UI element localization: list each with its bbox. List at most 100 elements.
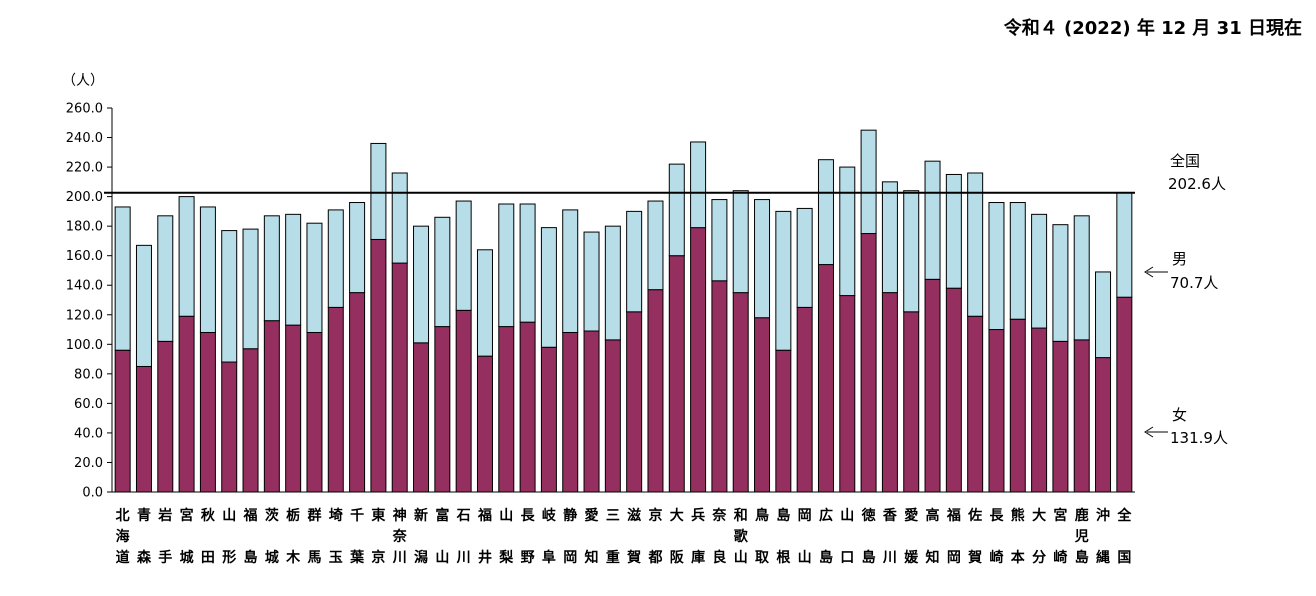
- bar-male: [817, 159, 834, 266]
- bar-male: [668, 163, 685, 257]
- x-tick-label-char: 新: [414, 507, 428, 524]
- bar-male: [988, 202, 1005, 331]
- x-tick-label-char: 山: [499, 508, 513, 524]
- x-tick-label-char: 知: [926, 549, 940, 566]
- male-annotation-value: 70.7人: [1170, 274, 1218, 292]
- x-tick-label-char: 島: [776, 507, 790, 524]
- bar-female: [540, 346, 557, 493]
- x-tick-label-char: 山: [435, 550, 449, 566]
- x-tick-label-char: 田: [201, 550, 215, 566]
- bar-male: [135, 244, 152, 367]
- bar-male: [881, 181, 898, 294]
- bar-female: [796, 306, 813, 493]
- bar-female: [327, 306, 344, 493]
- bar-male: [860, 129, 877, 235]
- x-tick-label-char: 分: [1032, 550, 1046, 566]
- x-tick-label-char: 梨: [498, 549, 514, 566]
- x-tick-label-char: 重: [606, 549, 620, 566]
- bar-female: [221, 361, 238, 493]
- bar-female: [647, 289, 664, 493]
- bar-male: [1116, 192, 1133, 298]
- x-tick-label-char: 崎: [1053, 549, 1067, 566]
- bar-female: [306, 331, 323, 493]
- bar-male: [391, 172, 408, 264]
- y-tick-label: 40.0: [74, 426, 103, 441]
- x-tick-label-char: 根: [776, 549, 791, 566]
- y-tick-label: 60.0: [74, 397, 103, 412]
- bar-female: [285, 324, 302, 493]
- survey-date: 令和４ (2022) 年 12 月 31 日現在: [1003, 18, 1302, 39]
- bar-female: [349, 292, 366, 493]
- bar-male: [434, 216, 451, 328]
- x-tick-label-char: 熊: [1011, 507, 1025, 524]
- bar-female: [114, 349, 131, 493]
- x-tick-label-char: 鳥: [755, 507, 769, 524]
- bar-female: [860, 233, 877, 493]
- y-tick-label: 160.0: [66, 249, 103, 264]
- bar-male: [540, 227, 557, 348]
- female-annotation-arrowhead: [1144, 426, 1154, 438]
- x-tick-label-char: 東: [371, 507, 385, 524]
- x-tick-label-char: 歌: [734, 528, 749, 545]
- x-tick-label-char: 形: [222, 549, 236, 566]
- x-tick-label-char: 道: [116, 549, 130, 566]
- bar-female: [434, 326, 451, 493]
- bar-male: [583, 231, 600, 332]
- bar-male: [199, 206, 216, 333]
- bar-male: [1009, 202, 1026, 320]
- bar-male: [690, 141, 707, 229]
- bar-male: [796, 207, 813, 308]
- x-tick-label-char: 茨: [265, 507, 279, 524]
- x-tick-label-char: 兵: [691, 507, 705, 524]
- x-tick-label-char: 島: [819, 549, 833, 566]
- x-tick-label-char: 岡: [947, 550, 961, 566]
- x-tick-label-char: 島: [1075, 549, 1089, 566]
- bar-male: [1031, 213, 1048, 329]
- bar-female: [690, 227, 707, 493]
- bar-male: [604, 225, 621, 341]
- x-tick-label-char: 手: [158, 549, 172, 566]
- x-tick-label-char: 愛: [585, 507, 599, 524]
- bar-male: [1073, 215, 1090, 341]
- bar-male: [114, 206, 131, 351]
- bar-male: [519, 203, 536, 323]
- y-tick-label: 220.0: [66, 161, 103, 176]
- bar-female: [1095, 357, 1112, 493]
- bar-female: [157, 340, 174, 493]
- bar-male: [455, 200, 472, 311]
- bar-female: [711, 280, 728, 493]
- x-tick-label-char: 京: [371, 549, 385, 566]
- x-tick-label-char: 岡: [563, 550, 577, 566]
- bar-female: [391, 262, 408, 493]
- bar-male: [370, 142, 387, 240]
- x-tick-label-char: 北: [116, 508, 130, 524]
- x-tick-label-char: 崎: [989, 549, 1003, 566]
- bar-female: [1073, 339, 1090, 493]
- x-tick-label-char: 佐: [967, 507, 982, 524]
- bar-female: [924, 278, 941, 493]
- bar-female: [178, 315, 195, 493]
- x-tick-label-char: 福: [477, 507, 492, 524]
- x-tick-label-char: 都: [647, 550, 662, 566]
- bar-male: [221, 230, 238, 363]
- y-tick-label: 80.0: [74, 367, 103, 382]
- x-tick-label-char: 大: [1032, 507, 1046, 524]
- x-tick-label-char: 千: [350, 507, 364, 524]
- x-tick-label-char: 栃: [286, 507, 300, 524]
- x-tick-label-char: 川: [882, 550, 897, 566]
- x-tick-label-char: 広: [819, 507, 833, 524]
- x-tick-label-char: 本: [1011, 549, 1026, 566]
- y-tick-label: 240.0: [66, 131, 103, 146]
- bar-male: [903, 190, 920, 313]
- x-tick-label-char: 玉: [329, 550, 343, 566]
- bar-male: [711, 199, 728, 282]
- x-tick-label-char: 奈: [392, 528, 408, 545]
- bar-male: [306, 222, 323, 333]
- bar-male: [775, 210, 792, 351]
- reference-label-value: 202.6人: [1168, 175, 1226, 193]
- x-tick-label-char: 宮: [180, 507, 194, 524]
- y-tick-label: 20.0: [74, 456, 103, 471]
- x-tick-label-char: 口: [840, 550, 854, 566]
- bar-male: [626, 210, 643, 313]
- x-tick-label-char: 野: [521, 550, 535, 566]
